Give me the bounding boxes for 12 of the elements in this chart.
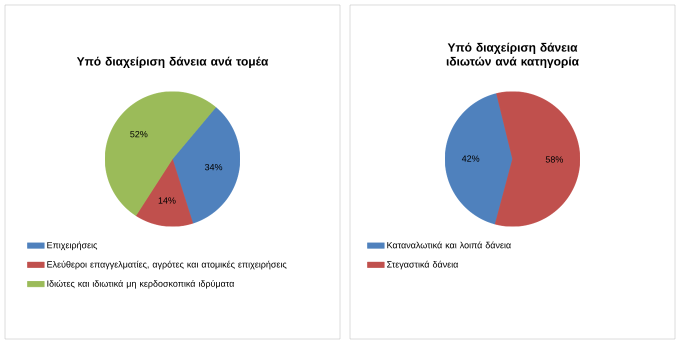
data-label: 42% <box>462 155 480 162</box>
legend-label: Στεγαστικά δάνεια <box>387 260 458 270</box>
legend-label: Επιχειρήσεις <box>47 241 98 250</box>
chart-title: Υπό διαχείριση δάνεια ιδιωτών ανά κατηγορία <box>446 42 579 68</box>
chart-title: Υπό διαχείριση δάνεια ανά τομέα <box>76 56 268 68</box>
data-label: 58% <box>546 156 564 163</box>
data-label: 34% <box>204 164 222 170</box>
legend-label: Καταναλωτικά και λοιπά δάνεια <box>387 241 511 248</box>
legend-label: Ελεύθεροι επαγγελματίες, αγρότες και ατομικές επιχειρήσεις <box>47 260 286 270</box>
data-label: 52% <box>130 130 148 138</box>
legend-label: Ιδιώτες και ιδιωτικά μη κερδοσκοπικά ιδρύματα <box>47 280 234 289</box>
data-label: 14% <box>158 197 176 204</box>
